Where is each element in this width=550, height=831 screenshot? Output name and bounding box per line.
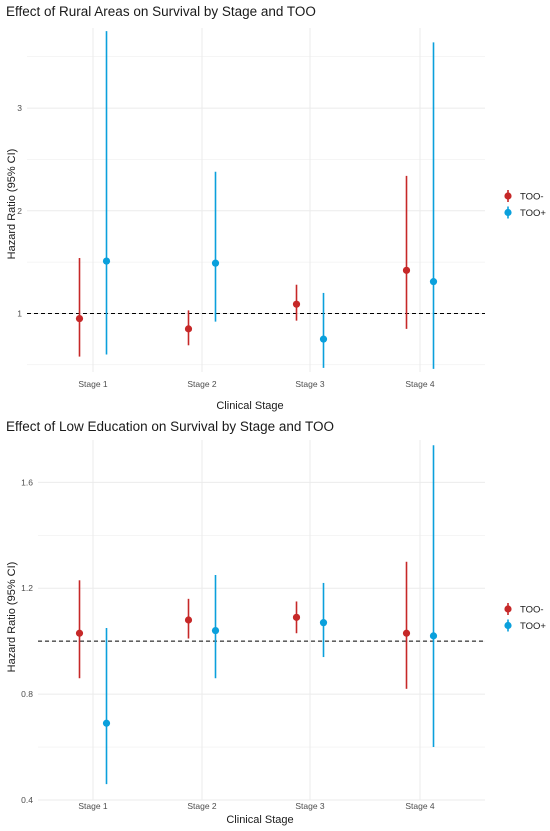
point-estimate <box>402 629 411 637</box>
point-estimate <box>211 259 220 267</box>
rural-areas-chart: Effect of Rural Areas on Survival by Sta… <box>6 4 546 412</box>
x-tick-label: Stage 2 <box>187 801 217 811</box>
y-tick-label: 0.8 <box>21 689 33 699</box>
x-tick-label: Stage 3 <box>295 379 325 389</box>
y-tick-label: 1 <box>17 308 22 318</box>
point-estimate <box>319 335 328 343</box>
point-estimate <box>292 300 301 308</box>
y-axis-title: Hazard Ratio (95% CI) <box>6 149 18 260</box>
x-axis-title: Clinical Stage <box>226 814 293 826</box>
x-tick-label: Stage 1 <box>78 379 108 389</box>
legend: TOO- TOO+ <box>504 190 546 219</box>
y-tick-label: 2 <box>17 206 22 216</box>
legend-label: TOO+ <box>520 621 546 632</box>
x-tick-label: Stage 4 <box>405 379 435 389</box>
point-estimate <box>184 616 193 624</box>
point-estimate <box>429 278 438 286</box>
point-estimate <box>402 266 411 274</box>
chart-title: Effect of Rural Areas on Survival by Sta… <box>6 4 316 19</box>
x-axis-title: Clinical Stage <box>216 400 283 412</box>
low-education-chart: Effect of Low Education on Survival by S… <box>6 419 546 826</box>
point-estimate <box>319 619 328 627</box>
y-tick-label: 1.6 <box>21 477 33 487</box>
legend-label: TOO- <box>520 192 544 203</box>
legend-label: TOO- <box>520 605 544 616</box>
y-tick-label: 3 <box>17 103 22 113</box>
legend-key-point <box>504 208 512 217</box>
y-tick-label: 0.4 <box>21 795 33 805</box>
point-estimate <box>75 629 84 637</box>
x-tick-label: Stage 3 <box>295 801 325 811</box>
x-tick-label: Stage 1 <box>78 801 108 811</box>
legend: TOO- TOO+ <box>504 603 546 632</box>
y-tick-label: 1.2 <box>21 583 33 593</box>
legend-label: TOO+ <box>520 208 546 219</box>
point-estimate <box>102 257 111 265</box>
point-estimate <box>292 613 301 621</box>
point-estimate <box>429 632 438 640</box>
chart-title: Effect of Low Education on Survival by S… <box>6 419 334 434</box>
point-estimate <box>102 719 111 727</box>
legend-key-point <box>504 605 512 613</box>
x-tick-label: Stage 4 <box>405 801 435 811</box>
point-estimate <box>184 325 193 333</box>
legend-key-point <box>504 621 512 630</box>
point-estimate <box>75 315 84 323</box>
point-estimate <box>211 626 220 635</box>
legend-key-point <box>504 192 512 200</box>
x-tick-label: Stage 2 <box>187 379 217 389</box>
y-axis-title: Hazard Ratio (95% CI) <box>6 562 18 673</box>
